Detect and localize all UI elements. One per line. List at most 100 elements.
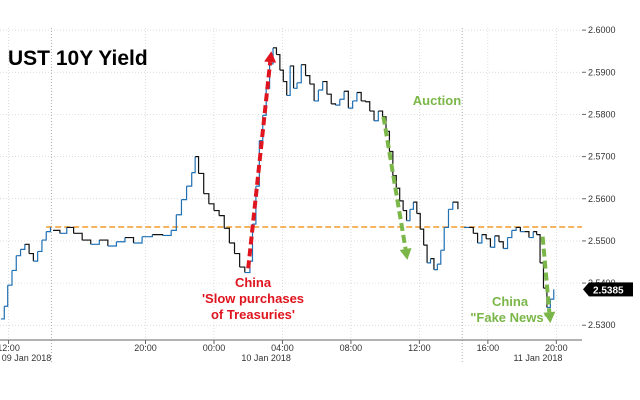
series-line-segment bbox=[290, 65, 295, 89]
series-line-segment bbox=[528, 231, 534, 239]
series-line-segment bbox=[533, 231, 538, 235]
series-line-segment bbox=[53, 229, 61, 234]
series-line-segment bbox=[481, 233, 487, 239]
y-tick-label: 2.6000 bbox=[588, 25, 616, 35]
series-line-segment bbox=[198, 172, 205, 194]
series-line-segment bbox=[33, 251, 39, 262]
series-line-segment bbox=[550, 289, 555, 300]
series-line-segment bbox=[152, 233, 164, 236]
annotation-arrow-head bbox=[543, 311, 556, 324]
last-value-box bbox=[589, 282, 633, 297]
x-tick-label: 00:00 bbox=[203, 343, 226, 353]
series-line-segment bbox=[420, 228, 425, 246]
series-line-segment bbox=[286, 65, 291, 97]
x-tick-label: 16:00 bbox=[477, 343, 500, 353]
series-line-segment bbox=[403, 209, 408, 221]
x-date-label: 10 Jan 2018 bbox=[241, 353, 291, 363]
series-line-segment bbox=[116, 237, 126, 243]
series-line-segment bbox=[162, 230, 172, 237]
series-line-segment bbox=[82, 239, 92, 245]
series-line-segment bbox=[427, 258, 432, 264]
series-line-segment bbox=[7, 270, 13, 286]
x-tick-label: 12:00 bbox=[0, 343, 20, 353]
series-line-segment bbox=[234, 252, 241, 268]
series-line-segment bbox=[24, 243, 30, 254]
annotation-label: 'Slow purchases bbox=[202, 291, 304, 306]
series-line-segment bbox=[224, 227, 230, 244]
series-line-segment bbox=[440, 227, 445, 251]
series-line-segment bbox=[448, 202, 454, 210]
series-line-segment bbox=[41, 231, 47, 241]
series-line-segment bbox=[239, 266, 246, 273]
series-line-segment bbox=[540, 262, 545, 289]
series-line-segment bbox=[276, 53, 281, 71]
series-line-segment bbox=[378, 110, 384, 117]
x-tick-label: 12:00 bbox=[408, 343, 431, 353]
annotation-label: of Treasuries' bbox=[211, 307, 295, 322]
series-line-segment bbox=[348, 100, 354, 109]
series-line-segment bbox=[498, 241, 504, 249]
y-tick-label: 2.5600 bbox=[588, 194, 616, 204]
series-line-segment bbox=[437, 250, 442, 265]
y-tick-label: 2.5300 bbox=[588, 320, 616, 330]
series-line-segment bbox=[430, 258, 435, 270]
series-line-segment bbox=[191, 156, 196, 174]
series-line-segment bbox=[16, 249, 22, 257]
series-line-segment bbox=[181, 186, 188, 201]
series-line-segment bbox=[392, 174, 397, 189]
series-line-segment bbox=[0, 306, 5, 320]
annotation-label: China bbox=[235, 275, 272, 290]
annotation-arrow-shaft bbox=[540, 236, 552, 313]
series-line-segment bbox=[433, 264, 438, 271]
series-line-segment bbox=[20, 244, 26, 250]
x-tick-label: 20:00 bbox=[545, 343, 568, 353]
series-line-segment bbox=[142, 234, 153, 238]
series-line-segment bbox=[356, 91, 362, 101]
series-line-segment bbox=[511, 227, 517, 231]
series-line-segment bbox=[208, 203, 215, 211]
series-line-segment bbox=[124, 236, 135, 244]
series-line-segment bbox=[494, 235, 500, 242]
x-date-label: 09 Jan 2018 bbox=[2, 353, 52, 363]
series-line-segment bbox=[326, 93, 332, 104]
x-tick-labels: 12:00 20:00 00:00 04:00 08:00 12:00 16:00 20:00… bbox=[0, 343, 568, 363]
series-line-segment bbox=[133, 236, 143, 244]
annotation-label: "Fake News" bbox=[470, 310, 550, 325]
series-line-segment bbox=[252, 186, 257, 225]
series-line-segment bbox=[73, 232, 83, 241]
x-date-label: 11 Jan 2018 bbox=[514, 353, 563, 363]
series-line-segment bbox=[314, 89, 319, 102]
series-line-segment bbox=[339, 91, 345, 100]
series-line-segment bbox=[335, 99, 341, 106]
series-line-segment bbox=[469, 226, 474, 234]
x-tick-label: 20:00 bbox=[134, 343, 157, 353]
x-tick-label: 04:00 bbox=[271, 343, 294, 353]
series-line-segment bbox=[409, 202, 414, 210]
gridlines bbox=[0, 28, 586, 362]
series-line-segment bbox=[490, 235, 496, 248]
chart-title: UST 10Y Yield bbox=[8, 47, 148, 70]
annotation-label: Auction bbox=[413, 93, 461, 108]
series-line-segment bbox=[524, 231, 530, 238]
series-line-segment bbox=[186, 172, 193, 187]
series-line-segment bbox=[90, 240, 100, 245]
series-line-segment bbox=[503, 237, 509, 250]
yield-series bbox=[0, 47, 555, 320]
series-line-segment bbox=[296, 64, 302, 84]
series-line-segment bbox=[283, 80, 288, 96]
series-line-segment bbox=[305, 75, 311, 85]
series-line-segment bbox=[4, 285, 9, 307]
series-line-segment bbox=[516, 226, 521, 232]
series-line-segment bbox=[507, 230, 513, 239]
series-line-segment bbox=[29, 252, 34, 262]
annotation-label: China bbox=[492, 294, 529, 309]
series-line-segment bbox=[229, 242, 236, 254]
series-line-segment bbox=[301, 64, 307, 76]
series-line-segment bbox=[406, 209, 411, 222]
x-tick-label: 08:00 bbox=[340, 343, 363, 353]
series-line-segment bbox=[195, 155, 200, 174]
series-line-segment bbox=[219, 215, 225, 229]
y-tick-label: 2.5800 bbox=[588, 109, 616, 119]
